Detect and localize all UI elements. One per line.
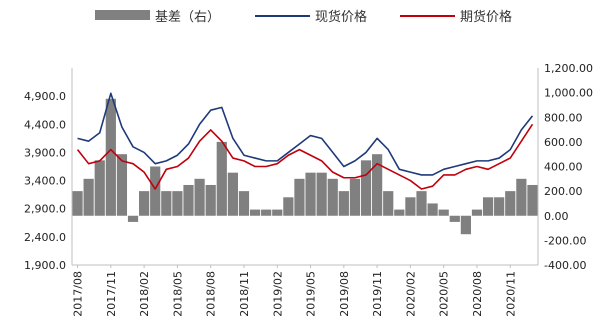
basis-bar	[105, 98, 116, 216]
basis-bar	[494, 197, 505, 216]
legend-swatch-0	[95, 10, 150, 20]
basis-bar	[227, 172, 238, 216]
x-tick-label: 2019/02	[271, 271, 284, 317]
x-tick-label: 2018/05	[171, 271, 184, 317]
x-tick-label: 2019/11	[371, 271, 384, 317]
basis-bar	[194, 178, 205, 216]
basis-bar	[482, 197, 494, 216]
futures-price-line	[76, 123, 534, 190]
x-tick-label: 2018/11	[238, 271, 251, 317]
x-tick-label: 2017/11	[105, 271, 118, 317]
price-lines	[76, 92, 534, 190]
basis-bar	[272, 209, 283, 216]
basis-bar	[83, 178, 94, 216]
y-right-tick-label: 0.00	[544, 210, 569, 223]
basis-bar	[471, 209, 483, 216]
legend-label-2: 期货价格	[460, 9, 512, 25]
basis-bar	[416, 191, 427, 216]
basis-bar	[261, 209, 272, 216]
basis-bar	[127, 215, 139, 222]
basis-bar	[505, 191, 516, 216]
basis-bar	[150, 166, 161, 216]
basis-bar	[372, 154, 383, 216]
basis-bar	[360, 160, 372, 216]
x-tick-label: 2017/08	[72, 271, 85, 317]
basis-bar	[161, 191, 172, 216]
legend-label-0: 基差（右）	[155, 10, 220, 25]
y-right-tick-label: -200.00	[544, 234, 586, 247]
basis-bar	[449, 215, 460, 222]
basis-bar	[394, 209, 405, 216]
basis-bar	[349, 178, 361, 216]
basis-bar	[283, 197, 294, 216]
basis-bar	[316, 172, 327, 216]
basis-bar	[460, 215, 471, 235]
basis-bar	[327, 178, 338, 216]
y-left-tick-label: 1,900.0	[24, 259, 66, 272]
x-tick-label: 2020/02	[404, 271, 417, 317]
basis-bar	[139, 191, 150, 216]
basis-bar	[172, 191, 183, 216]
y-left-tick-label: 3,900.0	[24, 146, 66, 159]
y-right-tick-label: 200.00	[544, 185, 583, 198]
basis-bar	[438, 209, 449, 216]
basis-bar	[94, 160, 105, 216]
y-right-tick-label: 1,000.00	[544, 87, 593, 100]
x-tick-label: 2020/08	[471, 271, 484, 317]
basis-bar	[183, 184, 194, 216]
basis-bars	[72, 98, 538, 235]
y-right-tick-label: -400.00	[544, 259, 586, 272]
basis-bar	[338, 191, 349, 216]
y-left-tick-label: 4,400.0	[24, 118, 66, 131]
basis-bar	[72, 191, 83, 216]
spot-price-line	[77, 92, 534, 176]
x-tick-label: 2019/05	[305, 271, 318, 317]
y-left-tick-label: 2,900.0	[24, 203, 66, 216]
y-right-tick-label: 600.00	[544, 136, 583, 149]
x-tick-label: 2018/08	[205, 271, 218, 317]
x-tick-label: 2018/02	[138, 271, 151, 317]
y-left-tick-label: 4,900.0	[24, 90, 66, 103]
basis-bar	[427, 203, 438, 216]
basis-bar	[205, 184, 216, 216]
basis-bar	[305, 172, 316, 216]
y-left-tick-label: 2,400.0	[24, 231, 66, 244]
y-right-tick-label: 400.00	[544, 161, 583, 174]
axes: 1,900.0 2,400.0 2,900.0 3,400.0 3,900.0 4,400…	[24, 62, 593, 317]
basis-bar	[516, 178, 527, 216]
basis-bar	[405, 197, 416, 216]
basis-bar	[116, 154, 128, 216]
legend-label-1: 现货价格	[315, 9, 367, 25]
basis-bar	[294, 178, 305, 216]
basis-bar	[249, 209, 261, 216]
basis-bar	[238, 191, 250, 216]
y-left-tick-label: 3,400.0	[24, 175, 66, 188]
y-right-tick-label: 1,200.00	[544, 62, 593, 75]
x-tick-label: 2020/05	[438, 271, 451, 317]
x-tick-label: 2019/08	[338, 271, 351, 317]
basis-bar	[383, 191, 394, 216]
basis-bar	[527, 184, 538, 216]
y-right-tick-label: 800.00	[544, 111, 583, 124]
legend: 基差（右） 现货价格 期货价格	[95, 9, 512, 25]
basis-bar	[216, 141, 227, 216]
x-tick-label: 2020/11	[504, 271, 517, 317]
